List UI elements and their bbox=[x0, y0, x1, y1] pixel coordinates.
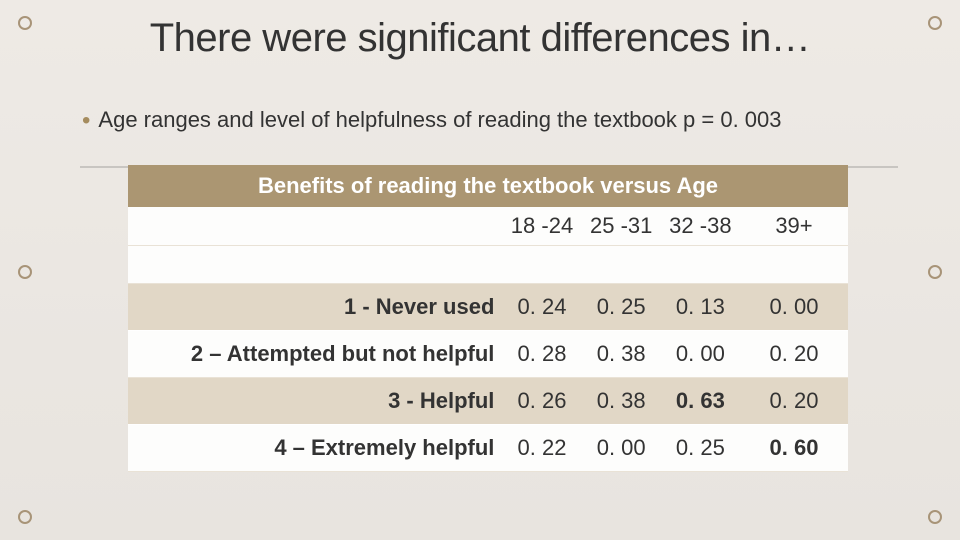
table-row: 2 – Attempted but not helpful0. 280. 380… bbox=[128, 331, 848, 378]
cell-value: 0. 00 bbox=[661, 331, 740, 378]
row-label: 2 – Attempted but not helpful bbox=[128, 331, 502, 378]
cell-value: 0. 24 bbox=[502, 284, 581, 331]
title-underline-right bbox=[848, 166, 898, 168]
cell-value: 0. 13 bbox=[661, 284, 740, 331]
row-label: 1 - Never used bbox=[128, 284, 502, 331]
row-label: 3 - Helpful bbox=[128, 378, 502, 425]
table-spacer bbox=[128, 246, 848, 284]
cell-value: 0. 38 bbox=[582, 378, 661, 425]
ornament-dot bbox=[18, 510, 32, 524]
table-header-cell: 25 -31 bbox=[582, 207, 661, 246]
row-label: 4 – Extremely helpful bbox=[128, 425, 502, 472]
table-header-cell: 39+ bbox=[740, 207, 848, 246]
cell-value: 0. 60 bbox=[740, 425, 848, 472]
table-row: 3 - Helpful0. 260. 380. 630. 20 bbox=[128, 378, 848, 425]
cell-value: 0. 63 bbox=[661, 378, 740, 425]
cell-value: 0. 00 bbox=[740, 284, 848, 331]
ornament-dot bbox=[928, 16, 942, 30]
table-row: 4 – Extremely helpful0. 220. 000. 250. 6… bbox=[128, 425, 848, 472]
cell-value: 0. 28 bbox=[502, 331, 581, 378]
cell-value: 0. 26 bbox=[502, 378, 581, 425]
cell-value: 0. 25 bbox=[582, 284, 661, 331]
title-underline-left bbox=[80, 166, 130, 168]
cell-value: 0. 20 bbox=[740, 331, 848, 378]
cell-value: 0. 38 bbox=[582, 331, 661, 378]
cell-value: 0. 20 bbox=[740, 378, 848, 425]
ornament-dot bbox=[928, 265, 942, 279]
slide-title: There were significant differences in… bbox=[120, 15, 840, 61]
table-header-row: 18 -24 25 -31 32 -38 39+ bbox=[128, 207, 848, 246]
bullet-marker-icon: • bbox=[82, 109, 90, 133]
ornament-dot bbox=[928, 510, 942, 524]
table-header-cell: 32 -38 bbox=[661, 207, 740, 246]
cell-value: 0. 00 bbox=[582, 425, 661, 472]
bullet-row: • Age ranges and level of helpfulness of… bbox=[82, 107, 920, 133]
cell-value: 0. 22 bbox=[502, 425, 581, 472]
cell-value: 0. 25 bbox=[661, 425, 740, 472]
ornament-dot bbox=[18, 265, 32, 279]
table-header-cell bbox=[128, 207, 502, 246]
table-row: 1 - Never used0. 240. 250. 130. 00 bbox=[128, 284, 848, 331]
bullet-text: Age ranges and level of helpfulness of r… bbox=[98, 107, 781, 133]
data-table: Benefits of reading the textbook versus … bbox=[128, 165, 848, 472]
ornament-dot bbox=[18, 16, 32, 30]
table-header-cell: 18 -24 bbox=[502, 207, 581, 246]
table-title: Benefits of reading the textbook versus … bbox=[128, 165, 848, 207]
